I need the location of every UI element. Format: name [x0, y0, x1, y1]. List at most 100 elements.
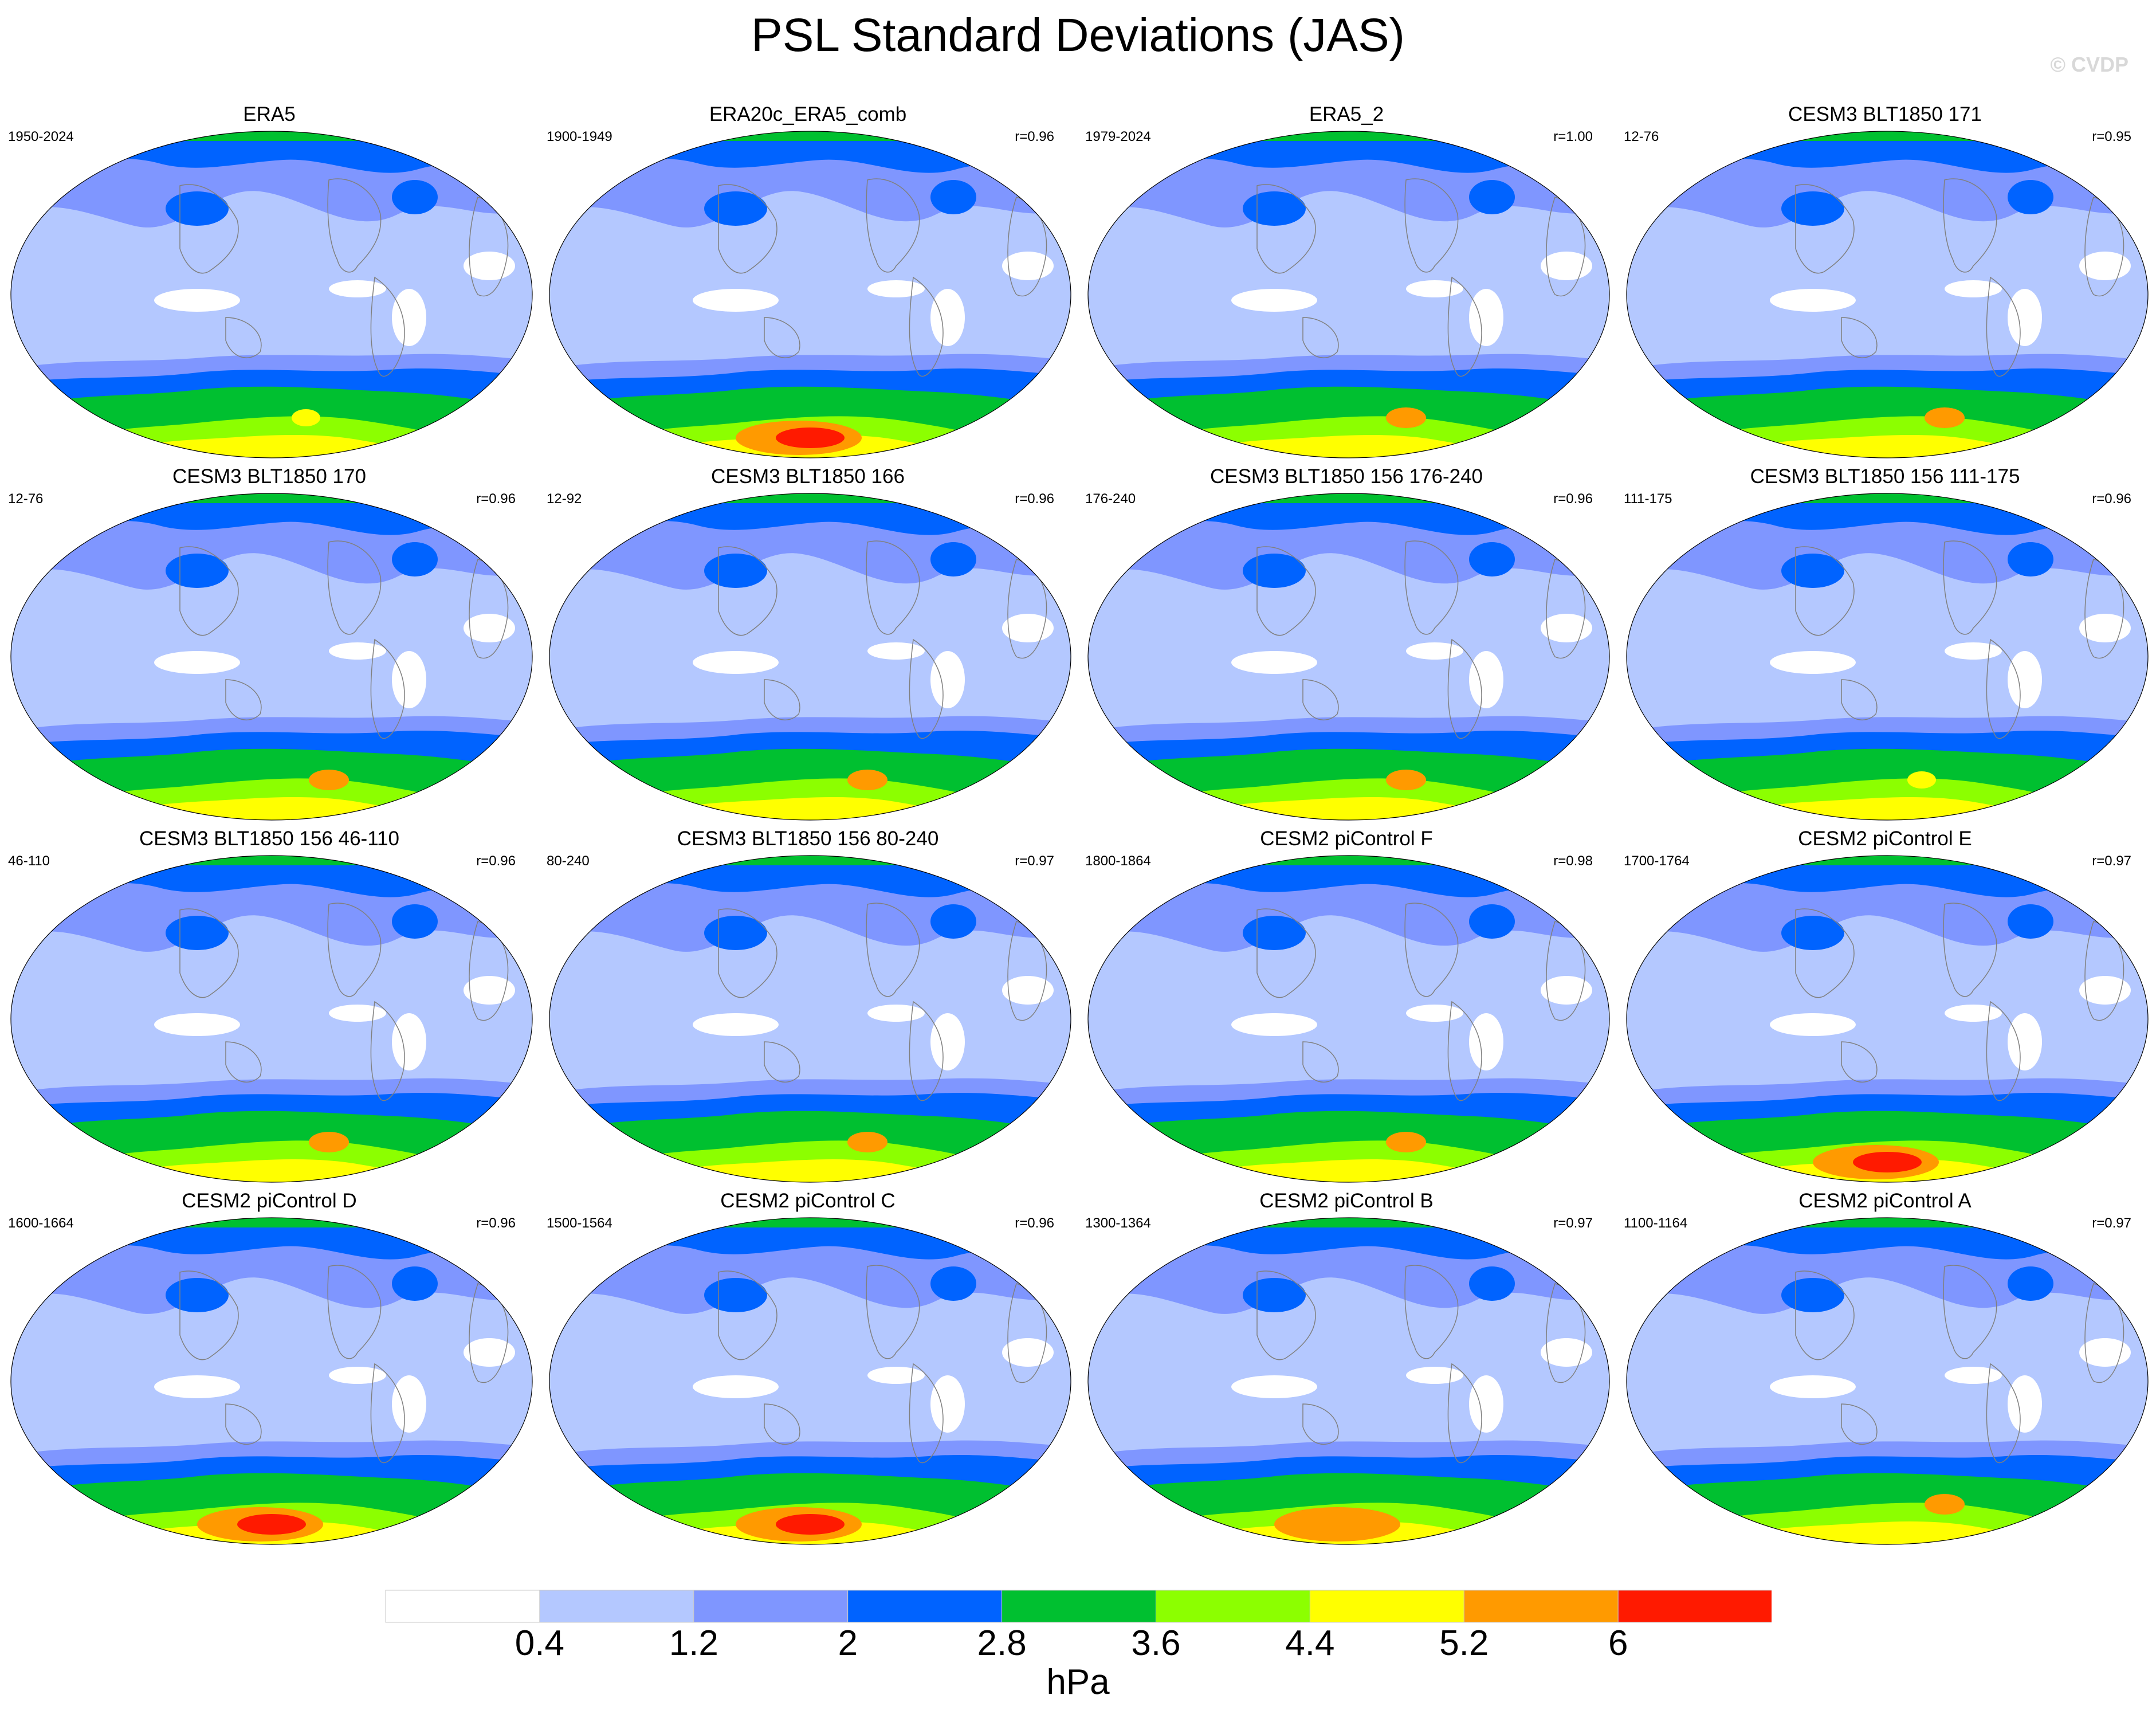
tropical-min-west-pacific	[693, 289, 779, 312]
tropical-min-central-america	[329, 642, 386, 660]
continent-outline-4	[764, 317, 800, 358]
north-pacific-low	[1243, 916, 1306, 950]
continent-outline-3	[1007, 559, 1047, 659]
panel-correlation: r=0.97	[1015, 853, 1054, 869]
continent-outline-0	[179, 184, 239, 274]
panel-correlation: r=0.96	[476, 1215, 516, 1231]
map-border	[1087, 493, 1610, 821]
continent-outline-1	[866, 178, 920, 273]
panel-title: ERA20c_ERA5_comb	[709, 103, 907, 125]
tropical-min-central-america	[867, 1005, 925, 1022]
colorbar-swatch	[1309, 1590, 1464, 1623]
tropical-min-central-america	[867, 280, 925, 297]
arctic-cap	[151, 131, 392, 141]
map-panel: CESM3 BLT1850 156 80-240 80-240 r=0.97	[539, 827, 1077, 1191]
map-panel: CESM2 piControl C 1500-1564 r=0.96	[539, 1190, 1077, 1554]
map-panel: ERA20c_ERA5_comb 1900-1949 r=0.96	[539, 103, 1077, 467]
continent-outline-2	[1447, 276, 1482, 377]
colorbar-swatch	[693, 1590, 849, 1623]
tropical-min-central-america	[1406, 1005, 1463, 1022]
psl-stddev-map	[549, 493, 1071, 821]
panel-correlation: r=1.00	[1553, 129, 1593, 144]
map-border	[549, 855, 1071, 1183]
panel-correlation: r=0.96	[1015, 129, 1054, 144]
psl-stddev-map	[10, 493, 533, 821]
tropical-min-atlantic	[2079, 252, 2131, 280]
psl-stddev-map	[549, 855, 1071, 1183]
map-panel: CESM3 BLT1850 171 12-76 r=0.95	[1616, 103, 2154, 467]
panel-title: CESM3 BLT1850 156 111-175	[1750, 465, 2020, 488]
map-border	[549, 493, 1071, 821]
map-panel: CESM2 piControl A 1100-1164 r=0.97	[1616, 1190, 2154, 1554]
tropical-min-central-america	[1406, 1367, 1463, 1384]
continent-outline-4	[764, 1403, 800, 1445]
continent-outline-1	[1404, 903, 1459, 997]
panel-years: 1900-1949	[547, 129, 612, 144]
continent-outline-1	[327, 178, 382, 273]
north-atlantic-low	[930, 1266, 976, 1301]
tropical-min-west-pacific	[1770, 289, 1856, 312]
continent-outline-2	[1986, 1001, 2021, 1101]
continent-outline-1	[866, 903, 920, 997]
colorbar-tick-label: 2.8	[977, 1623, 1027, 1663]
panel-title: CESM2 piControl E	[1798, 827, 1972, 850]
map-border	[10, 131, 533, 458]
southern-max-orange	[1274, 1507, 1400, 1542]
psl-stddev-map	[1626, 131, 2149, 458]
panel-title: CESM3 BLT1850 171	[1788, 103, 1982, 125]
tropical-min-south-america	[1469, 651, 1503, 708]
map-border	[549, 1217, 1071, 1545]
continent-outline-2	[909, 1363, 944, 1464]
map-panel: CESM3 BLT1850 156 46-110 46-110 r=0.96	[0, 827, 539, 1191]
colorbar-tick-label: 6	[1608, 1623, 1628, 1663]
continent-outline-1	[1943, 178, 1997, 273]
north-atlantic-low	[392, 180, 438, 214]
tropical-min-south-america	[2008, 1375, 2042, 1433]
arctic-cap	[1228, 131, 1469, 141]
panel-years: 1950-2024	[8, 129, 74, 144]
continent-outline-0	[1256, 1270, 1316, 1360]
arctic-cap	[1767, 131, 2008, 141]
north-pacific-low	[1781, 554, 1844, 588]
north-atlantic-low	[930, 904, 976, 939]
psl-stddev-map	[1087, 1217, 1610, 1545]
map-border	[10, 1217, 533, 1545]
tropical-min-west-pacific	[154, 1375, 240, 1398]
arctic-cap	[151, 856, 392, 865]
panel-years: 1300-1364	[1085, 1215, 1151, 1231]
tropical-min-west-pacific	[1770, 651, 1856, 674]
map-panel: CESM3 BLT1850 166 12-92 r=0.96	[539, 465, 1077, 829]
tropical-min-atlantic	[1541, 614, 1592, 642]
continent-outline-3	[469, 921, 509, 1021]
north-atlantic-low	[392, 542, 438, 576]
continent-outline-0	[1795, 1270, 1855, 1360]
tropical-min-west-pacific	[154, 651, 240, 674]
psl-stddev-map	[1087, 493, 1610, 821]
continent-outline-2	[909, 638, 944, 739]
psl-stddev-map	[1626, 1217, 2149, 1545]
panel-title: CESM2 piControl C	[720, 1190, 896, 1212]
continent-outline-4	[1841, 1403, 1878, 1445]
continent-outline-3	[2084, 1283, 2124, 1383]
tropical-min-west-pacific	[1231, 289, 1317, 312]
panel-correlation: r=0.96	[2092, 491, 2131, 507]
tropical-min-south-america	[2008, 1013, 2042, 1070]
psl-stddev-map	[10, 131, 533, 458]
map-border	[1087, 131, 1610, 458]
continent-outline-0	[718, 546, 777, 636]
tropical-min-atlantic	[1002, 252, 1054, 280]
panel-correlation: r=0.96	[476, 853, 516, 869]
tropical-min-south-america	[1469, 1013, 1503, 1070]
colorbar-swatch	[1002, 1590, 1156, 1623]
continent-outline-2	[370, 1363, 405, 1464]
panel-title: CESM2 piControl B	[1259, 1190, 1434, 1212]
panel-years: 46-110	[8, 853, 50, 869]
panel-correlation: r=0.96	[1553, 491, 1593, 507]
map-panel: CESM2 piControl B 1300-1364 r=0.97	[1077, 1190, 1616, 1554]
continent-outline-3	[1007, 1283, 1047, 1383]
tropical-min-atlantic	[2079, 1338, 2131, 1367]
psl-stddev-map	[1626, 493, 2149, 821]
page-title: PSL Standard Deviations (JAS)	[751, 9, 1405, 61]
colorbar-tick-label: 1.2	[669, 1623, 718, 1663]
arctic-cap	[151, 493, 392, 503]
